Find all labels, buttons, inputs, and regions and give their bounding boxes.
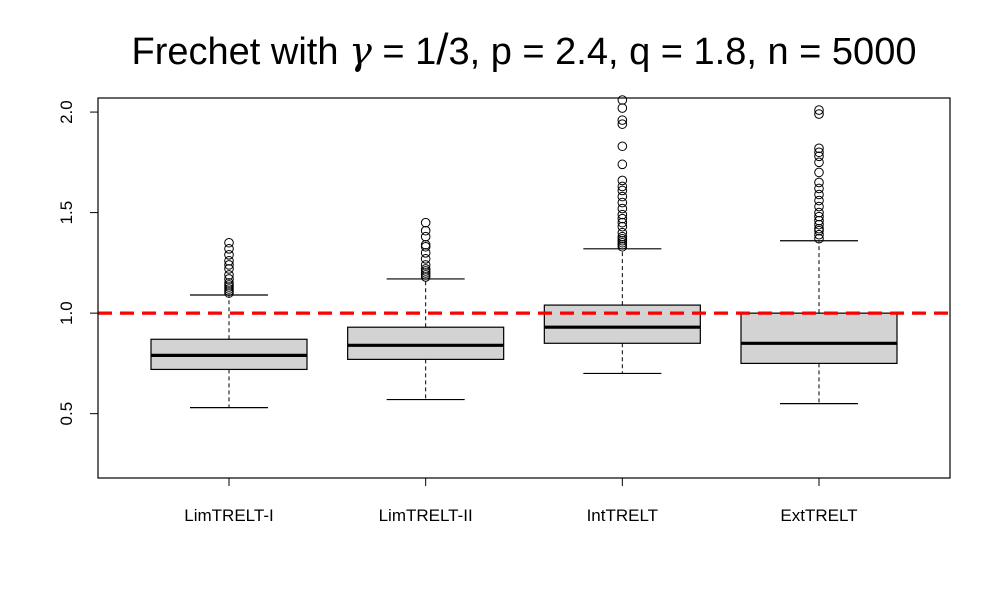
outlier-point bbox=[617, 159, 628, 170]
outlier-point bbox=[224, 278, 234, 288]
outlier-point bbox=[420, 217, 431, 228]
outlier-point bbox=[224, 243, 234, 254]
outlier-point bbox=[814, 177, 824, 188]
outlier-point bbox=[814, 109, 824, 119]
iqr-box bbox=[740, 312, 898, 364]
outlier-point bbox=[420, 260, 431, 270]
title-gamma-symbol: γ bbox=[349, 29, 372, 73]
outlier-point bbox=[814, 223, 824, 234]
y-tick-label: 2.0 bbox=[57, 100, 76, 124]
outlier-point bbox=[420, 241, 431, 252]
title-prefix: Frechet with bbox=[132, 31, 350, 73]
box-inttrelt bbox=[543, 95, 701, 375]
iqr-box bbox=[543, 304, 701, 344]
outlier-point bbox=[617, 227, 628, 238]
outlier-point bbox=[617, 191, 628, 202]
outlier-point bbox=[224, 256, 234, 266]
outlier-point bbox=[617, 217, 628, 228]
axes: 0.5 1.0 1.5 2.0 LimTRELT-I LimTRELT-II IntTREL… bbox=[57, 97, 951, 525]
outlier-point bbox=[814, 167, 824, 178]
outlier-point bbox=[224, 270, 234, 280]
title-slash: / bbox=[436, 25, 449, 74]
outlier-point bbox=[224, 264, 234, 274]
box-limtrelt-i bbox=[150, 237, 308, 409]
x-category-label: LimTRELT-II bbox=[379, 506, 473, 525]
plot-frame bbox=[97, 97, 951, 479]
outlier-point bbox=[617, 203, 628, 214]
outlier-point bbox=[814, 233, 824, 244]
outlier-point bbox=[617, 103, 628, 113]
outlier-point bbox=[224, 250, 234, 260]
outlier-point bbox=[420, 225, 431, 236]
outlier-point bbox=[814, 219, 824, 230]
outlier-point bbox=[420, 248, 431, 258]
outlier-point bbox=[617, 209, 628, 220]
outlier-point bbox=[224, 237, 234, 248]
outlier-point bbox=[617, 115, 628, 125]
outlier-point bbox=[814, 229, 824, 240]
iqr-box bbox=[347, 326, 505, 360]
outlier-point bbox=[814, 105, 824, 115]
outlier-point bbox=[617, 221, 628, 232]
title-eq1: = 1 bbox=[372, 31, 436, 73]
x-category-label: ExtTRELT bbox=[780, 506, 857, 525]
outlier-point bbox=[617, 181, 628, 192]
outlier-point bbox=[617, 213, 628, 224]
outlier-point bbox=[814, 215, 824, 226]
outlier-point bbox=[814, 151, 824, 162]
outlier-point bbox=[814, 157, 824, 168]
y-tick-label: 1.0 bbox=[57, 301, 76, 325]
outlier-point bbox=[617, 175, 628, 186]
outlier-point bbox=[420, 264, 431, 274]
outlier-point bbox=[224, 260, 234, 270]
box-exttrelt bbox=[740, 105, 898, 405]
y-tick-label: 1.5 bbox=[57, 201, 76, 225]
outlier-point bbox=[617, 141, 628, 152]
plot-area bbox=[98, 95, 950, 409]
outlier-point bbox=[814, 201, 824, 212]
x-category-label: IntTRELT bbox=[587, 506, 658, 525]
outlier-point bbox=[814, 143, 824, 154]
outlier-point bbox=[420, 231, 431, 242]
outlier-point bbox=[617, 185, 628, 196]
box-limtrelt-ii bbox=[347, 217, 505, 401]
outlier-point bbox=[814, 189, 824, 200]
outlier-point bbox=[224, 274, 234, 284]
outlier-point bbox=[814, 147, 824, 158]
chart-title: Frechet with γ = 1/3, p = 2.4, q = 1.8, … bbox=[132, 25, 917, 74]
outlier-point bbox=[814, 183, 824, 194]
outlier-point bbox=[814, 207, 824, 218]
outlier-point bbox=[617, 95, 628, 105]
outlier-point bbox=[814, 195, 824, 206]
title-rest: 3, p = 2.4, q = 1.8, n = 5000 bbox=[448, 31, 916, 73]
outlier-point bbox=[617, 119, 628, 129]
outlier-point bbox=[420, 239, 431, 250]
x-category-label: LimTRELT-I bbox=[184, 506, 273, 525]
outlier-point bbox=[420, 254, 431, 264]
outlier-point bbox=[617, 197, 628, 208]
outlier-point bbox=[617, 231, 628, 242]
y-tick-label: 0.5 bbox=[57, 402, 76, 426]
outlier-point bbox=[814, 211, 824, 222]
